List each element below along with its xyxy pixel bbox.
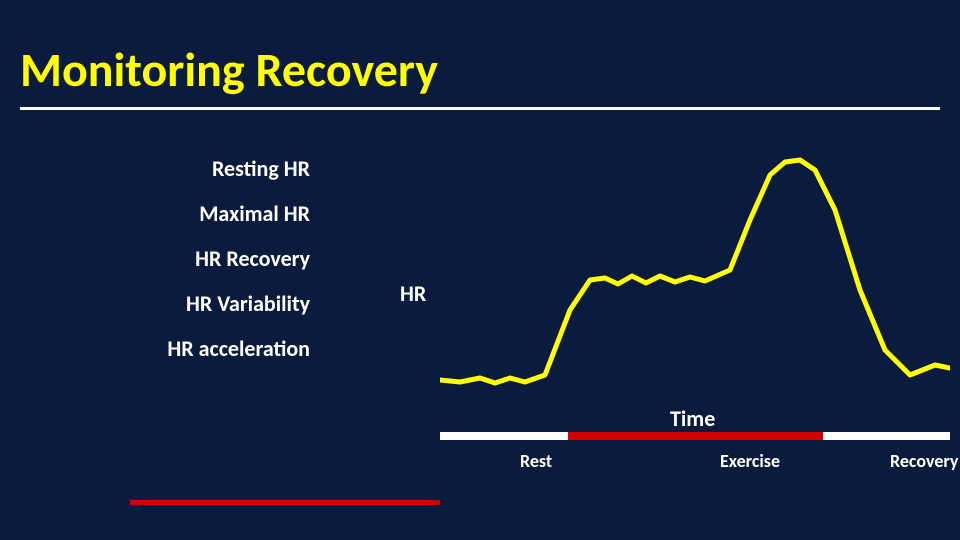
hr-curve <box>440 150 950 400</box>
slide-title: Monitoring Recovery <box>0 0 960 107</box>
hr-chart: HR Time Rest Exercise Recovery <box>400 150 950 480</box>
segment-label-recovery: Recovery <box>890 450 958 472</box>
segment-recovery <box>823 432 951 440</box>
hr-line <box>440 160 950 383</box>
bullet-item: HR Recovery <box>0 245 340 272</box>
y-axis-label: HR <box>400 280 426 307</box>
bullet-list: Resting HR Maximal HR HR Recovery HR Var… <box>0 155 340 380</box>
x-axis-label: Time <box>670 405 715 432</box>
time-segments <box>440 432 950 442</box>
bullet-item: HR acceleration <box>0 335 340 362</box>
segment-exercise <box>568 432 823 440</box>
segment-rest <box>440 432 568 440</box>
bullet-item: Resting HR <box>0 155 340 182</box>
bullet-item: Maximal HR <box>0 200 340 227</box>
bullet-item: HR Variability <box>0 290 340 317</box>
title-underline <box>20 107 940 110</box>
segment-label-rest: Rest <box>520 450 552 472</box>
decorative-bar <box>130 500 440 505</box>
segment-label-exercise: Exercise <box>720 450 780 472</box>
